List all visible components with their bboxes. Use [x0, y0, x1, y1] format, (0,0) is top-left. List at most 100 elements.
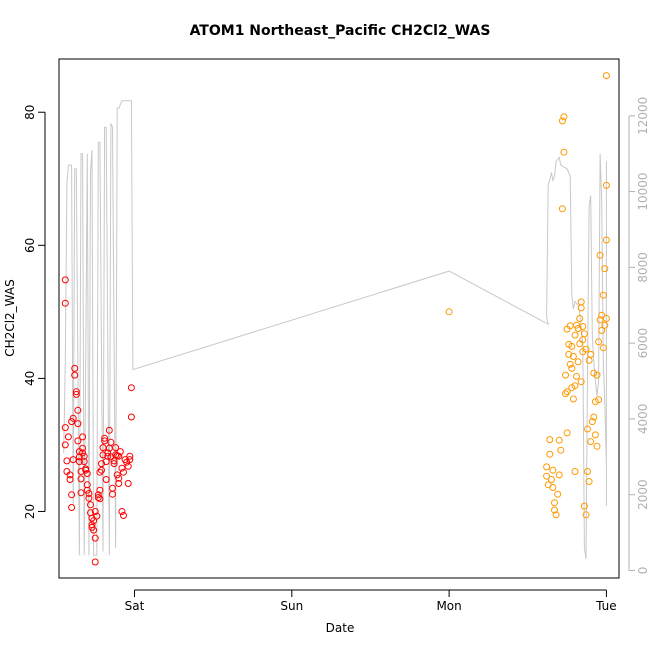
data-point-series-1 [116, 448, 124, 456]
data-point-series-2 [562, 371, 569, 379]
y2-tick-label: 0 [636, 567, 650, 575]
data-point-series-2 [574, 325, 582, 332]
data-point-series-2 [563, 388, 571, 396]
data-point-series-1 [80, 452, 88, 460]
altitude-line [63, 100, 607, 560]
y2-axis: 0 2000 4000 6000 8000 10000 12000 [628, 97, 650, 575]
y2-tick-label: 4000 [636, 404, 650, 435]
data-point-series-2 [445, 308, 453, 316]
data-point-series-1 [87, 501, 94, 509]
data-point-series-2 [569, 395, 577, 403]
y-axis: 20 40 60 80 [23, 105, 46, 519]
data-point-series-1 [113, 471, 121, 479]
x-axis: Sat Sun Mon Tue [125, 589, 617, 613]
data-point-series-2 [546, 436, 554, 444]
data-point-series-2 [601, 265, 609, 273]
x-tick-label: Mon [436, 599, 461, 613]
data-point-series-1 [107, 438, 115, 446]
data-point-series-1 [61, 299, 69, 307]
y-tick-label: 20 [23, 504, 37, 519]
data-point-series-2 [573, 372, 580, 380]
data-point-series-1 [94, 491, 102, 499]
data-point-series-1 [72, 388, 80, 396]
data-point-series-2 [546, 450, 554, 458]
data-point-series-2 [558, 205, 566, 213]
data-point-series-1 [127, 384, 135, 392]
data-point-series-1 [64, 433, 72, 441]
data-point-series-1 [94, 494, 102, 501]
data-point-series-1 [61, 276, 69, 284]
data-point-series-2 [595, 396, 603, 404]
data-point-series-2 [549, 484, 557, 491]
data-point-series-2 [569, 352, 577, 360]
y-tick-label: 60 [23, 238, 37, 253]
data-point-series-1 [68, 418, 76, 426]
data-point-series-1 [63, 457, 71, 465]
y-axis-label: CH2Cl2_WAS [3, 279, 17, 356]
data-point-series-1 [83, 481, 91, 489]
data-point-series-1 [98, 466, 105, 474]
y2-tick-label: 2000 [636, 479, 650, 510]
data-point-series-1 [85, 490, 93, 497]
data-point-series-2 [593, 442, 601, 450]
data-point-series-1 [96, 486, 104, 494]
data-point-series-2 [577, 378, 585, 386]
data-point-series-2 [574, 358, 582, 366]
plot-frame [58, 58, 620, 579]
data-point-series-1 [79, 449, 87, 457]
data-point-series-1 [83, 470, 91, 477]
data-point-series-2 [596, 251, 604, 259]
y-tick-label: 40 [23, 371, 37, 386]
data-point-series-2 [599, 344, 607, 352]
data-point-series-1 [61, 441, 69, 449]
data-point-series-2 [543, 472, 551, 480]
data-point-series-2 [566, 322, 574, 330]
data-point-series-2 [560, 113, 568, 121]
data-point-series-1 [61, 424, 69, 432]
data-point-series-1 [77, 475, 85, 483]
data-point-series-1 [109, 484, 116, 492]
data-point-series-1 [66, 471, 74, 479]
data-point-series-1 [104, 452, 112, 460]
data-point-series-1 [71, 364, 79, 372]
data-point-series-2 [551, 506, 558, 514]
x-tick-label: Tue [595, 599, 617, 613]
data-point-series-1 [69, 414, 77, 422]
x-tick-label: Sun [280, 599, 303, 613]
data-point-series-2 [577, 304, 585, 312]
data-point-series-1 [91, 558, 99, 566]
data-point-series-2 [584, 468, 591, 475]
data-points-layer [61, 72, 610, 566]
data-point-series-1 [124, 480, 132, 487]
data-point-series-2 [555, 436, 563, 444]
data-point-series-2 [576, 315, 584, 322]
data-point-series-2 [554, 490, 562, 498]
data-point-series-1 [71, 371, 79, 379]
data-point-series-2 [585, 356, 593, 364]
data-point-series-1 [115, 452, 123, 460]
data-point-series-2 [571, 331, 579, 339]
data-point-series-1 [126, 456, 134, 464]
data-point-series-1 [79, 444, 87, 452]
data-point-series-1 [74, 437, 82, 445]
data-point-series-2 [563, 429, 571, 437]
data-point-series-1 [124, 462, 132, 470]
data-point-series-2 [549, 466, 557, 474]
data-point-series-1 [98, 460, 105, 468]
data-point-series-2 [580, 330, 588, 338]
data-point-series-2 [580, 502, 588, 510]
data-point-series-2 [601, 321, 609, 329]
data-point-series-2 [552, 511, 560, 519]
data-point-series-1 [93, 512, 101, 520]
data-point-series-2 [588, 418, 596, 426]
data-point-series-2 [585, 478, 593, 485]
x-tick-label: Sat [125, 599, 145, 613]
data-point-series-2 [571, 382, 579, 390]
data-point-series-2 [602, 72, 610, 80]
data-point-series-1 [101, 434, 109, 442]
data-point-series-2 [568, 342, 576, 350]
data-point-series-1 [79, 433, 87, 441]
data-point-series-1 [77, 489, 85, 497]
data-point-series-2 [598, 311, 606, 319]
data-point-series-1 [115, 474, 123, 482]
